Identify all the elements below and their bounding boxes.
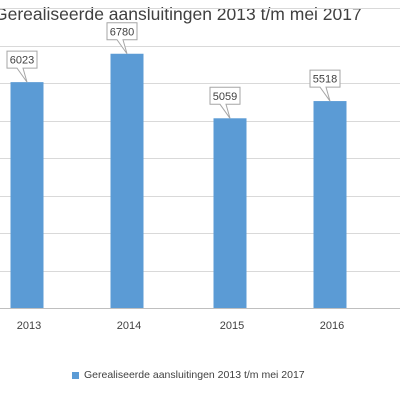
- data-label-text: 5059: [213, 91, 237, 103]
- data-label-text: 6023: [10, 55, 34, 67]
- data-label-2015: 5059: [209, 86, 241, 119]
- data-label-text: 5518: [313, 74, 337, 86]
- bar-2014: [110, 53, 144, 308]
- legend: Gerealiseerde aansluitingen 2013 t/m mei…: [72, 369, 305, 381]
- bar-2013: [10, 82, 44, 308]
- data-label-2016: 5518: [309, 69, 341, 102]
- data-label-text: 6780: [110, 26, 134, 38]
- bars: [10, 53, 347, 308]
- data-label-2014: 6780: [106, 22, 138, 55]
- legend-swatch: [72, 371, 79, 379]
- bar-2016: [313, 101, 347, 308]
- x-tick-2013: 2013: [17, 320, 41, 332]
- x-tick-2016: 2016: [320, 320, 344, 332]
- legend-label: Gerealiseerde aansluitingen 2013 t/m mei…: [84, 369, 305, 381]
- x-tick-labels: 2013 2014 2015 2016: [17, 320, 344, 332]
- x-tick-2014: 2014: [117, 320, 141, 332]
- data-labels: 6023 6780 5059 5518: [6, 22, 341, 119]
- x-tick-2015: 2015: [220, 320, 244, 332]
- data-label-2013: 6023: [6, 50, 38, 83]
- bar-2015: [213, 118, 247, 308]
